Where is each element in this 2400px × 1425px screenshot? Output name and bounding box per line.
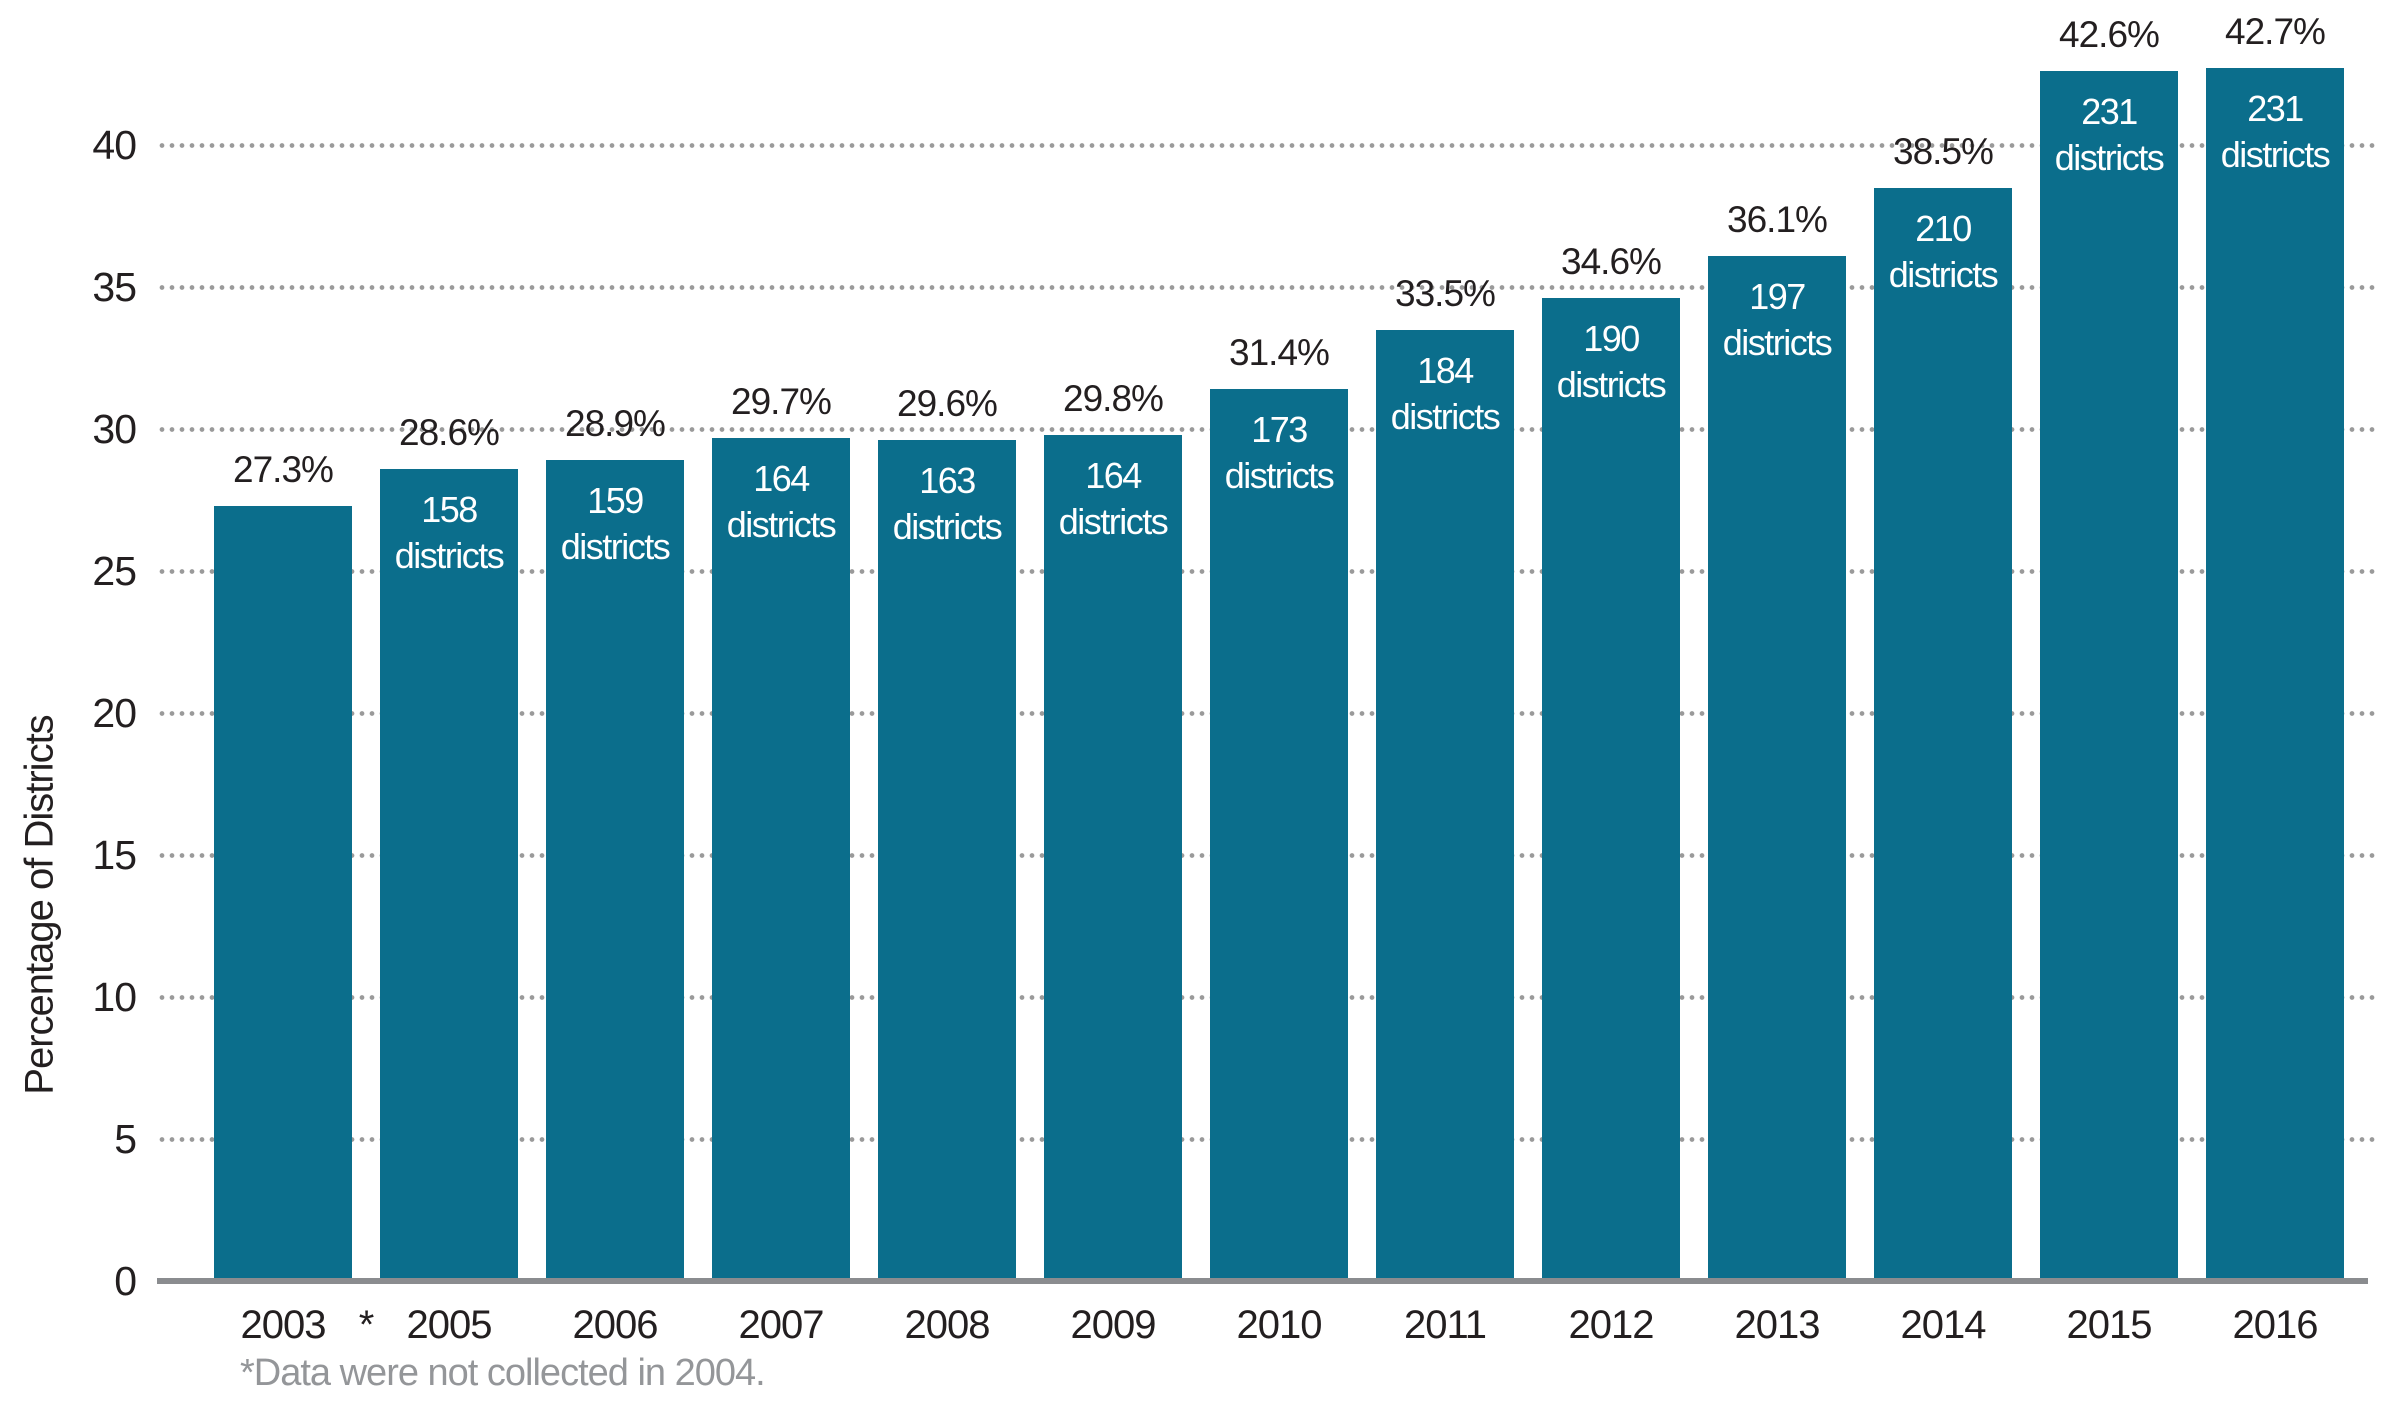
district-count: 210	[1915, 207, 1972, 249]
district-word: districts	[1224, 455, 1335, 497]
bar-count-label-2009: 164 districts	[1044, 453, 1182, 545]
district-count: 173	[1251, 409, 1308, 451]
bar-2009	[1044, 434, 1182, 1281]
district-count: 159	[587, 480, 644, 522]
x-tick-missing-year-marker: *	[358, 1303, 375, 1347]
bar-count-label-2012: 190 districts	[1542, 316, 1680, 408]
bar-percent-label-2005: 28.6%	[399, 411, 500, 453]
district-word: districts	[892, 506, 1003, 548]
bar-count-label-2016: 231 districts	[2206, 86, 2344, 178]
bar-2012	[1542, 298, 1680, 1281]
bar-percent-label-2003: 27.3%	[233, 448, 334, 490]
bar-2005	[380, 468, 518, 1281]
bar-percent-label-2007: 29.7%	[731, 380, 832, 422]
district-word: districts	[2054, 137, 2165, 179]
x-tick-label-2011: 2011	[1403, 1303, 1487, 1347]
y-tick-label-15: 15	[92, 832, 137, 878]
y-tick-label-20: 20	[92, 690, 137, 736]
bar-2003	[214, 505, 352, 1281]
bar-count-label-2010: 173 districts	[1210, 407, 1348, 499]
bar-count-label-2011: 184 districts	[1376, 348, 1514, 440]
x-tick-label-2009: 2009	[1070, 1303, 1157, 1347]
bar-2010	[1210, 389, 1348, 1281]
x-tick-label-2003: 2003	[240, 1303, 327, 1347]
bar-2013	[1708, 255, 1846, 1281]
bar-percent-label-2013: 36.1%	[1727, 198, 1828, 240]
x-tick-label-2016: 2016	[2232, 1303, 2319, 1347]
gridline-40	[157, 143, 2378, 148]
district-count: 158	[421, 488, 478, 530]
x-tick-label-2013: 2013	[1734, 1303, 1821, 1347]
y-tick-label-25: 25	[92, 548, 137, 594]
bar-2006	[546, 460, 684, 1281]
y-tick-label-35: 35	[92, 264, 137, 310]
bar-count-label-2007: 164 districts	[712, 456, 850, 548]
gridline-35	[157, 285, 2378, 290]
district-word: districts	[1058, 500, 1169, 542]
district-count: 190	[1583, 318, 1640, 360]
bar-count-label-2014: 210 districts	[1874, 206, 2012, 298]
bar-2016	[2206, 68, 2344, 1281]
bar-2007	[712, 437, 850, 1281]
bar-percent-label-2009: 29.8%	[1063, 377, 1164, 419]
x-tick-label-2015: 2015	[2066, 1303, 2153, 1347]
bar-percent-label-2014: 38.5%	[1893, 130, 1994, 172]
bar-percent-label-2010: 31.4%	[1229, 332, 1330, 374]
x-tick-label-2008: 2008	[904, 1303, 991, 1347]
district-word: districts	[1556, 364, 1667, 406]
district-count: 231	[2081, 91, 2138, 133]
bar-2014	[1874, 187, 2012, 1281]
x-tick-label-2006: 2006	[572, 1303, 659, 1347]
bar-percent-label-2008: 29.6%	[897, 383, 998, 425]
bar-count-label-2013: 197 districts	[1708, 274, 1846, 366]
bar-count-label-2006: 159 districts	[546, 478, 684, 570]
x-tick-label-2005: 2005	[406, 1303, 493, 1347]
bar-percent-label-2015: 42.6%	[2059, 14, 2160, 56]
district-word: districts	[560, 526, 671, 568]
district-word: districts	[1722, 321, 1833, 363]
bar-2008	[878, 440, 1016, 1281]
bar-2015	[2040, 71, 2178, 1281]
district-count: 184	[1417, 349, 1474, 391]
district-count: 164	[1085, 454, 1142, 496]
district-word: districts	[726, 503, 837, 545]
district-word: districts	[1888, 253, 1999, 295]
district-word: districts	[1390, 395, 1501, 437]
bar-percent-label-2011: 33.5%	[1395, 272, 1496, 314]
district-count: 163	[919, 460, 976, 502]
district-word: districts	[394, 534, 505, 576]
bar-percent-label-2006: 28.9%	[565, 403, 666, 445]
bar-percent-label-2012: 34.6%	[1561, 241, 1662, 283]
footnote: *Data were not collected in 2004.	[240, 1352, 766, 1394]
bar-2011	[1376, 329, 1514, 1281]
y-tick-label-0: 0	[114, 1258, 137, 1304]
bar-count-label-2008: 163 districts	[878, 458, 1016, 550]
district-count: 197	[1749, 275, 1806, 317]
x-tick-label-2007: 2007	[738, 1303, 825, 1347]
y-tick-label-5: 5	[114, 1116, 137, 1162]
bar-percent-label-2016: 42.7%	[2225, 11, 2326, 53]
district-word: districts	[2220, 134, 2331, 176]
y-axis-title: Percentage of Districts	[17, 715, 62, 1095]
bar-count-label-2005: 158 districts	[380, 487, 518, 579]
x-tick-label-2014: 2014	[1900, 1303, 1987, 1347]
x-tick-label-2010: 2010	[1236, 1303, 1323, 1347]
bar-count-label-2015: 231 districts	[2040, 89, 2178, 181]
y-tick-label-10: 10	[92, 974, 137, 1020]
district-count: 164	[753, 457, 810, 499]
y-tick-label-40: 40	[92, 122, 137, 168]
x-axis-line	[157, 1278, 2368, 1284]
x-tick-label-2012: 2012	[1568, 1303, 1655, 1347]
y-tick-label-30: 30	[92, 406, 137, 452]
district-count: 231	[2247, 88, 2304, 130]
